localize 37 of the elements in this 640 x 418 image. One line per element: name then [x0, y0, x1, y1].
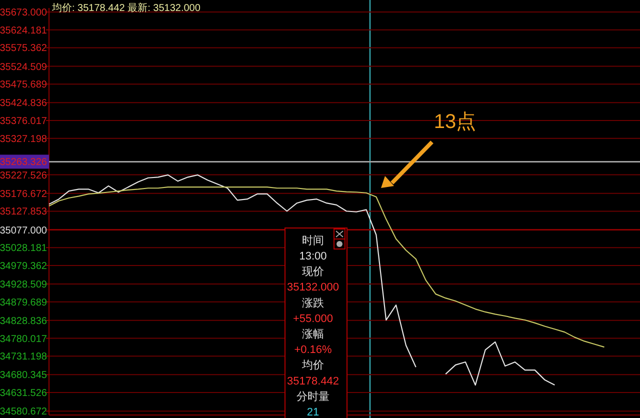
- annotation: 35178.442: [287, 375, 339, 388]
- annotation: 均价: [301, 360, 324, 372]
- y-tick-label: 34828.836: [0, 316, 48, 327]
- y-tick-label: 35575.362: [0, 43, 48, 54]
- y-tick-label: 35227.526: [0, 170, 48, 182]
- annotation: 时间: [302, 234, 324, 247]
- y-tick-label: 35077.000: [0, 225, 48, 236]
- y-tick-label: 35176.672: [0, 188, 48, 200]
- y-tick-label: 35475.689: [0, 80, 48, 91]
- y-tick-label: 34928.509: [0, 280, 48, 291]
- y-tick-label: 34780.017: [0, 334, 48, 345]
- annotation: 35132.000: [287, 282, 339, 294]
- y-tick-label: 35624.181: [0, 25, 48, 36]
- annotation: 13点: [434, 111, 476, 133]
- chart-title: 均价: 35178.442 最新: 35132.000: [51, 2, 201, 14]
- y-tick-label: 35376.017: [0, 116, 48, 128]
- annotation: 现价: [302, 266, 324, 278]
- y-tick-label: 35673.000: [0, 8, 48, 19]
- annotation: +0.16%: [294, 344, 332, 356]
- annotation: 涨幅: [302, 328, 324, 340]
- y-tick-label: 34879.689: [0, 297, 48, 308]
- y-tick-label: 34580.672: [0, 406, 48, 418]
- ref-line-label: 35263.326: [0, 157, 48, 168]
- annotation: 分时量: [296, 390, 330, 403]
- y-tick-label: 35028.181: [0, 243, 48, 254]
- y-tick-label: 35424.836: [0, 98, 48, 110]
- annotation: 涨跌: [302, 297, 324, 310]
- y-tick-label: 34979.362: [0, 260, 48, 272]
- y-tick-label: 35524.509: [0, 62, 48, 73]
- y-tick-label: 35327.198: [0, 134, 48, 145]
- y-tick-label: 35127.853: [0, 206, 48, 218]
- annotation: 13:00: [299, 250, 327, 262]
- y-tick-label: 34631.526: [0, 388, 48, 400]
- annotation: 21: [306, 406, 320, 418]
- y-tick-label: 34680.345: [0, 370, 48, 382]
- annotation: +55.000: [292, 312, 334, 325]
- y-tick-label: 34731.198: [0, 352, 48, 363]
